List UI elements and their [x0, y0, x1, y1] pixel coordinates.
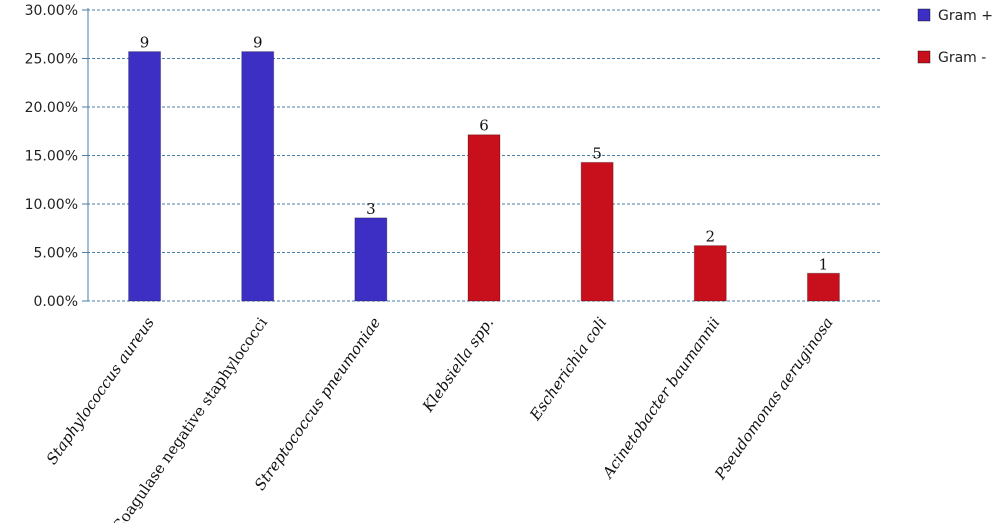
legend-label: Gram - [938, 50, 986, 66]
y-tick-label: 5.00% [34, 246, 78, 262]
bars [128, 51, 840, 302]
legend-swatch [917, 50, 931, 64]
data-label: 2 [706, 228, 716, 246]
category-label: Acinetobacter baumannii [598, 314, 724, 483]
category-label: Staphylococcus aureus [43, 314, 158, 468]
y-tick-label: 0.00% [34, 294, 78, 310]
bar [241, 51, 275, 302]
bar [806, 272, 840, 302]
data-label: 6 [479, 117, 489, 135]
category-label: Klebsiella spp. [418, 314, 497, 416]
category-label: Pseudomonas aeruginosa [711, 314, 837, 483]
legend-label: Gram + [938, 8, 993, 24]
data-label: 5 [592, 144, 602, 162]
data-label: 3 [366, 200, 376, 218]
data-label: 9 [253, 34, 263, 52]
bar [693, 245, 727, 302]
y-axis: 0.00% 5.00% 10.00% 15.00% 20.00% 25.00% 30.00% [25, 3, 89, 310]
gridlines [82, 9, 880, 302]
category-label: Escherichia coli [526, 314, 611, 425]
category-label: Streptococcus pneumoniae [251, 314, 384, 494]
data-label: 9 [140, 34, 150, 52]
y-tick-label: 30.00% [25, 3, 78, 19]
bar [580, 161, 614, 302]
y-tick-label: 10.00% [25, 197, 78, 213]
y-tick-label: 20.00% [25, 100, 78, 116]
data-label: 1 [819, 255, 829, 273]
bar [354, 217, 388, 302]
bar [467, 134, 501, 302]
bar [128, 51, 162, 302]
legend-swatch [917, 8, 931, 22]
y-tick-label: 15.00% [25, 149, 78, 165]
legend: Gram + Gram - [917, 8, 993, 66]
y-tick-label: 25.00% [25, 52, 78, 68]
data-labels: 9 9 3 6 5 2 1 [140, 34, 828, 274]
